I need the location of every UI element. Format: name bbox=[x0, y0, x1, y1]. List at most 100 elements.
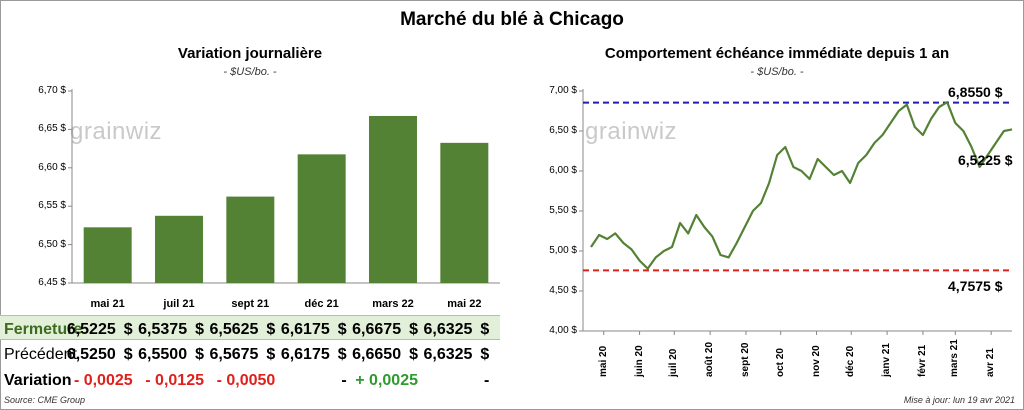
cell-value: 6,5225 bbox=[66, 321, 116, 338]
right-x-tick-label: févr 21 bbox=[916, 344, 928, 377]
last-value-label: 6,5225 $ bbox=[958, 152, 1013, 168]
bar bbox=[226, 196, 275, 283]
table-cell: 6,5500 $ bbox=[134, 346, 204, 364]
right-x-tick-label: sept 20 bbox=[739, 342, 751, 377]
left-chart-title: Variation journalière bbox=[177, 45, 323, 62]
bar bbox=[297, 154, 346, 283]
cell-value: 6,6325 bbox=[423, 321, 473, 338]
table-cell: - 0,0125 bbox=[134, 372, 204, 390]
category-label: déc 21 bbox=[304, 298, 339, 310]
table-cell: - bbox=[277, 372, 347, 390]
cell-currency: $ bbox=[337, 346, 347, 363]
cell-value: - bbox=[341, 372, 347, 389]
cell-currency: $ bbox=[123, 346, 133, 363]
cell-currency: $ bbox=[480, 321, 490, 338]
update-note: Mise à jour: lun 19 avr 2021 bbox=[903, 395, 1015, 405]
right-chart-subtitle: - $US/bo. - bbox=[750, 66, 804, 78]
cell-value: 6,6675 bbox=[352, 321, 402, 338]
source-note: Source: CME Group bbox=[4, 395, 86, 405]
right-y-tick-label: 7,00 $ bbox=[549, 85, 577, 96]
bar bbox=[369, 115, 417, 284]
left-y-tick-label: 6,65 $ bbox=[38, 123, 66, 135]
right-x-tick-label: août 20 bbox=[704, 341, 716, 377]
table-cell: 6,5675 $ bbox=[205, 346, 275, 364]
cell-currency: $ bbox=[480, 346, 490, 363]
right-x-tick-label: avr 21 bbox=[985, 348, 997, 377]
right-watermark: grainwiz bbox=[585, 118, 678, 145]
cell-currency: $ bbox=[195, 321, 204, 338]
left-y-tick-label: 6,50 $ bbox=[38, 238, 66, 250]
cell-value: 6,5675 bbox=[209, 346, 259, 363]
right-y-tick-label: 6,00 $ bbox=[549, 165, 577, 176]
table-cell: - 0,0050 bbox=[205, 372, 276, 390]
right-y-tick-label: 5,50 $ bbox=[549, 205, 577, 216]
right-y-tick-label: 6,50 $ bbox=[549, 125, 577, 136]
cell-value: - 0,0050 bbox=[216, 372, 276, 389]
bar bbox=[155, 215, 203, 283]
right-x-tick-label: mars 21 bbox=[949, 339, 961, 377]
table-cell: 6,5225 $ bbox=[63, 321, 133, 339]
cell-currency: $ bbox=[123, 321, 133, 338]
table-cell: + 0,0025 bbox=[348, 372, 418, 390]
cell-currency: $ bbox=[409, 346, 418, 363]
row-variation: Variation - 0,0025- 0,0125- 0,0050- + 0,0… bbox=[0, 367, 500, 390]
cell-value: + 0,0025 bbox=[355, 372, 418, 389]
cell-currency: $ bbox=[266, 346, 276, 363]
left-chart-subtitle: - $US/bo. - bbox=[223, 66, 277, 78]
left-y-tick-label: 6,70 $ bbox=[38, 85, 66, 96]
cell-currency: $ bbox=[195, 346, 204, 363]
cell-value: 6,6650 bbox=[352, 346, 402, 363]
row-label-precedent: Précédent bbox=[4, 346, 77, 363]
category-label: juil 21 bbox=[163, 298, 195, 310]
table-cell: 6,5625 $ bbox=[205, 321, 275, 339]
cell-value: 6,5375 bbox=[138, 321, 188, 338]
table-cell: 6,5250 $ bbox=[63, 346, 133, 364]
category-label: sept 21 bbox=[231, 298, 270, 310]
right-x-tick-label: nov 20 bbox=[810, 345, 822, 377]
cell-value: 6,5500 bbox=[138, 346, 188, 363]
cell-value: 6,6325 bbox=[423, 346, 473, 363]
cell-value: 6,5625 bbox=[209, 321, 259, 338]
category-label: mars 22 bbox=[372, 298, 414, 310]
cell-currency: $ bbox=[266, 321, 276, 338]
cell-value: - 0,0125 bbox=[145, 372, 204, 389]
row-label-fermeture: Fermeture bbox=[4, 321, 83, 338]
table-cell: 6,6175 $ bbox=[277, 321, 347, 339]
table-cell: - bbox=[419, 372, 489, 390]
table-cell: 6,6325 $ bbox=[419, 321, 489, 339]
right-x-tick-label: juil 20 bbox=[668, 348, 680, 377]
cell-value: 6,5250 bbox=[66, 346, 116, 363]
row-fermeture: Fermeture 6,5225 $6,5375 $6,5625 $6,6175 $6,… bbox=[0, 315, 500, 340]
cell-value: 6,6175 bbox=[280, 346, 330, 363]
price-line bbox=[590, 101, 1013, 270]
right-x-tick-label: oct 20 bbox=[774, 348, 786, 377]
right-y-tick-label: 4,50 $ bbox=[549, 285, 577, 296]
left-y-tick-label: 6,55 $ bbox=[38, 200, 66, 212]
right-chart-title: Comportement échéance immédiate depuis 1… bbox=[604, 45, 950, 62]
table-cell: 6,6650 $ bbox=[348, 346, 418, 364]
table-cell: 6,6325 $ bbox=[419, 346, 489, 364]
table-cell: 6,5375 $ bbox=[134, 321, 204, 339]
right-x-tick-label: déc 20 bbox=[845, 345, 857, 377]
cell-value: 6,6175 bbox=[280, 321, 330, 338]
right-x-tick-label: juin 20 bbox=[633, 345, 645, 377]
row-precedent: Précédent 6,5250 $6,5500 $6,5675 $6,6175 $6,… bbox=[0, 341, 500, 364]
cell-value: - bbox=[484, 372, 490, 389]
high-label: 6,8550 $ bbox=[948, 84, 1003, 100]
table-cell: 6,6675 $ bbox=[348, 321, 418, 339]
right-x-tick-label: janv 21 bbox=[881, 343, 893, 377]
left-y-tick-label: 6,45 $ bbox=[38, 277, 66, 288]
cell-currency: $ bbox=[409, 321, 418, 338]
main-title: Marché du blé à Chicago bbox=[400, 9, 624, 30]
left-y-tick-label: 6,60 $ bbox=[38, 161, 66, 173]
table-cell: - 0,0025 bbox=[63, 372, 133, 390]
right-x-tick-label: mai 20 bbox=[597, 345, 609, 377]
right-y-tick-label: 5,00 $ bbox=[549, 245, 577, 256]
row-label-variation: Variation bbox=[4, 372, 72, 389]
category-label: mai 21 bbox=[90, 298, 125, 310]
cell-currency: $ bbox=[337, 321, 347, 338]
cell-value: - 0,0025 bbox=[73, 372, 133, 389]
right-y-tick-label: 4,00 $ bbox=[549, 325, 577, 336]
